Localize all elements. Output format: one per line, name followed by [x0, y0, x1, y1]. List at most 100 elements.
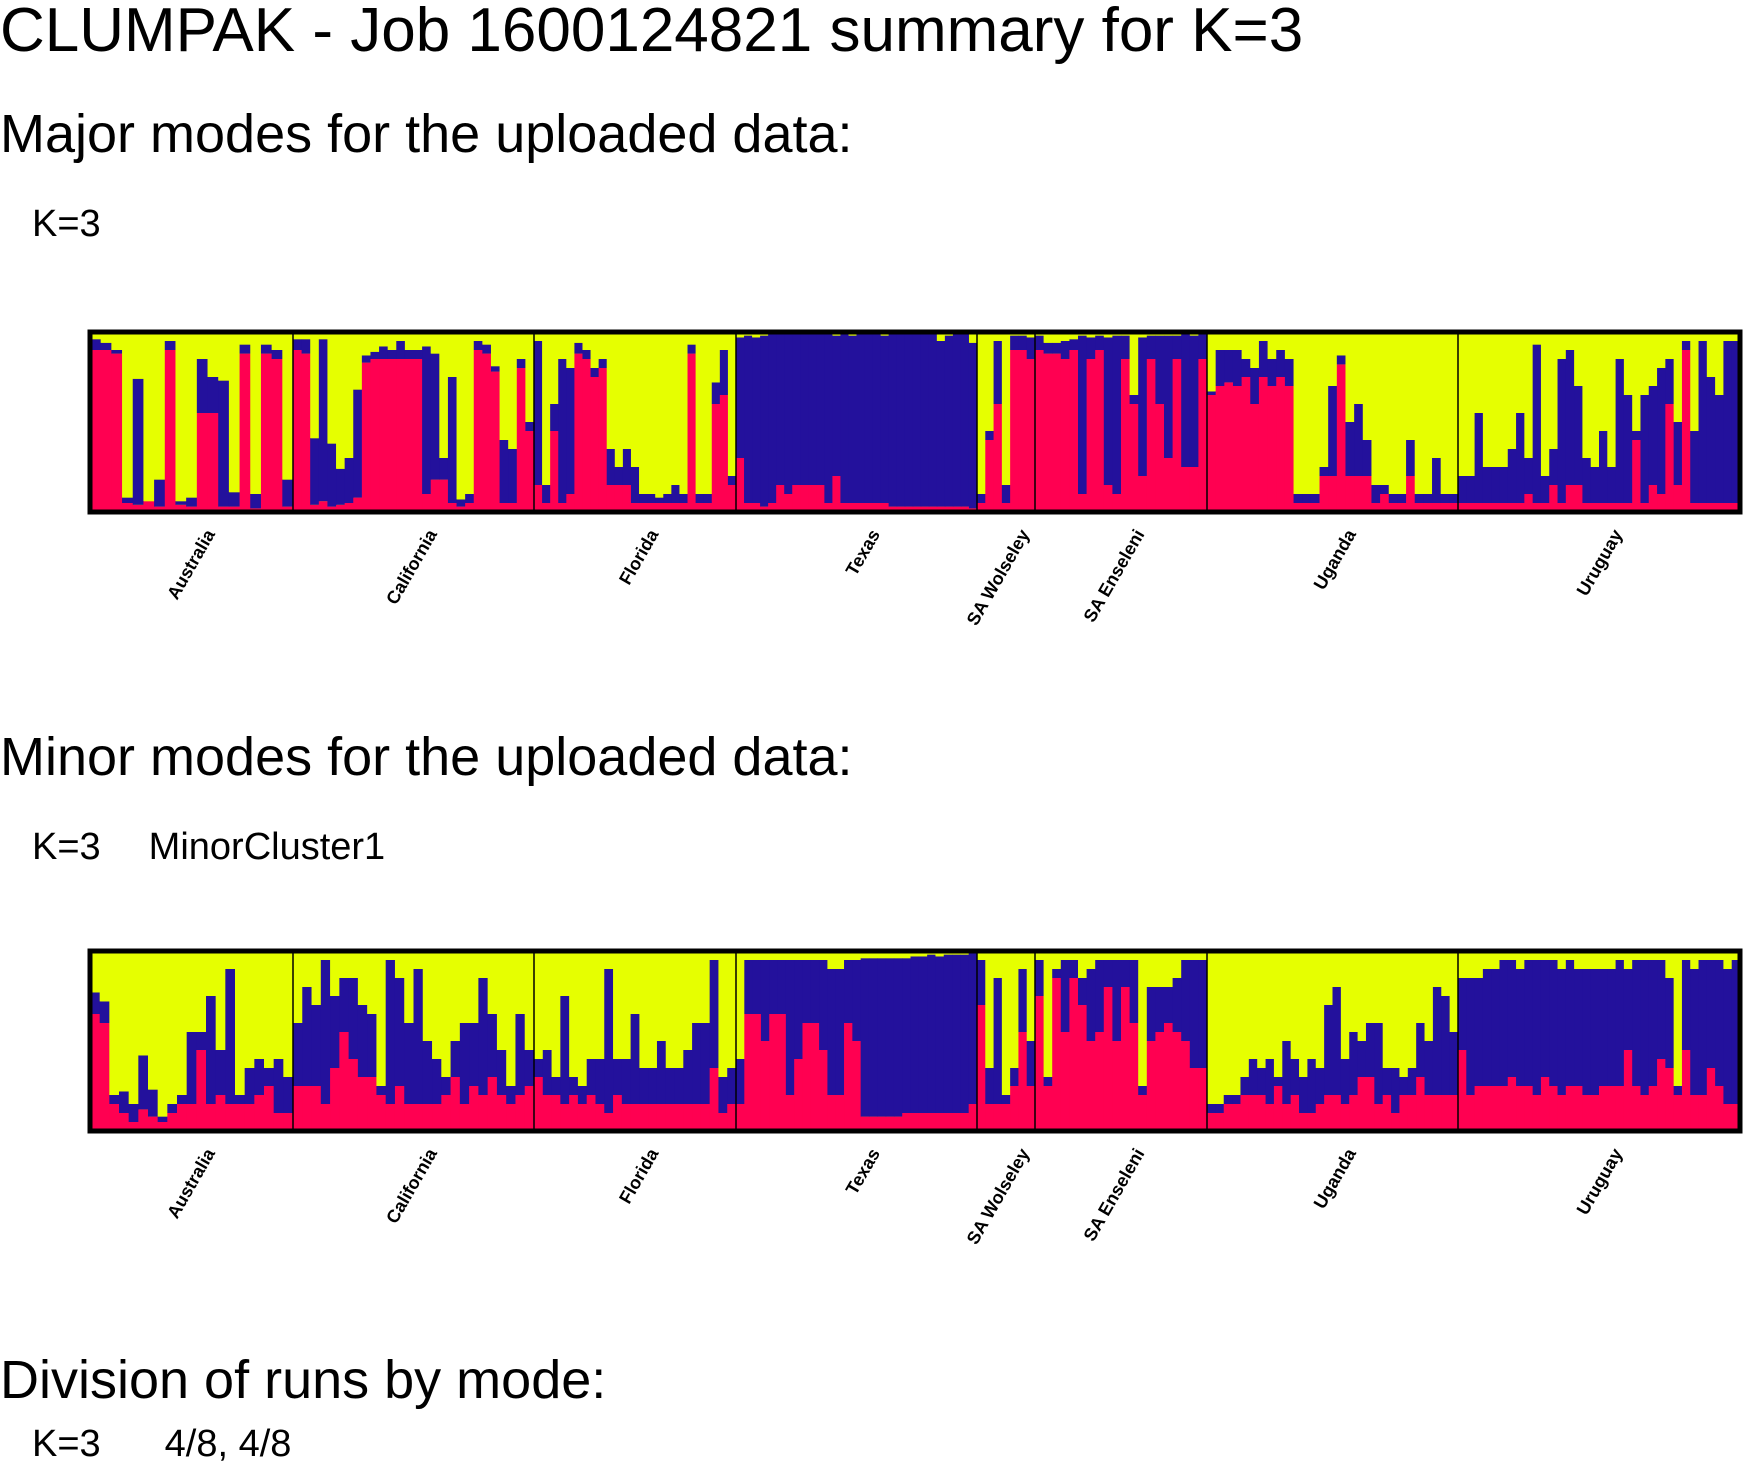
bar-segment-cluster1 [1307, 1113, 1317, 1131]
bar-segment-cluster1 [1615, 503, 1625, 512]
bar-segment-cluster2 [943, 954, 953, 1113]
bar-segment-cluster3 [703, 332, 713, 494]
bar-segment-cluster3 [1474, 951, 1484, 978]
bar-segment-cluster1 [912, 506, 922, 512]
bar-segment-cluster2 [1284, 359, 1295, 386]
bar-segment-cluster3 [370, 332, 380, 352]
bar-segment-cluster1 [228, 506, 241, 512]
bar-segment-cluster1 [396, 359, 406, 512]
bar-segment-cluster2 [614, 467, 624, 485]
bar-segment-cluster2 [1302, 494, 1312, 503]
bar-segment-cluster2 [1129, 960, 1139, 1023]
bar-segment-cluster3 [1432, 332, 1442, 458]
bar-segment-cluster3 [1615, 332, 1625, 359]
bar-segment-cluster2 [385, 960, 396, 1104]
bar-segment-cluster3 [968, 332, 978, 343]
bar-segment-cluster1 [639, 1104, 649, 1131]
bar-segment-cluster3 [465, 332, 475, 494]
bar-segment-cluster2 [1574, 969, 1584, 1086]
bar-segment-cluster1 [794, 1059, 804, 1131]
bar-segment-cluster2 [164, 341, 177, 350]
bar-segment-cluster3 [910, 951, 920, 957]
bar-segment-cluster3 [1349, 951, 1359, 1032]
bar-segment-cluster2 [927, 954, 937, 1113]
bar-segment-cluster2 [1060, 960, 1070, 1032]
bar-segment-cluster3 [1078, 951, 1088, 978]
bar-segment-cluster3 [656, 951, 667, 1041]
bar-segment-cluster3 [302, 951, 313, 987]
bar-segment-cluster1 [336, 504, 346, 512]
bar-segment-cluster2 [1240, 1077, 1250, 1095]
bar-segment-cluster3 [260, 332, 273, 345]
bar-segment-cluster2 [525, 422, 535, 431]
bar-segment-cluster2 [784, 333, 793, 494]
bar-segment-cluster2 [1648, 386, 1658, 485]
bar-segment-cluster1 [679, 503, 689, 512]
bar-segment-cluster2 [1257, 1068, 1267, 1095]
bar-segment-cluster2 [1416, 1023, 1426, 1077]
bar-segment-cluster3 [469, 951, 479, 1023]
bar-segment-cluster3 [348, 951, 359, 978]
bar-segment-cluster3 [700, 951, 711, 1023]
bar-segment-cluster2 [119, 1091, 130, 1113]
bar-segment-cluster3 [1540, 332, 1550, 476]
bar-segment-cluster1 [282, 506, 294, 512]
bar-segment-cluster3 [1673, 951, 1683, 1086]
bar-segment-cluster3 [639, 332, 648, 494]
bar-segment-cluster3 [1069, 332, 1079, 340]
bar-segment-cluster1 [1060, 359, 1070, 512]
bar-segment-cluster1 [613, 1095, 623, 1131]
bar-segment-cluster2 [376, 1086, 387, 1095]
bar-segment-cluster2 [1299, 1077, 1308, 1113]
bar-segment-cluster3 [320, 951, 331, 960]
bar-segment-cluster2 [1365, 1023, 1375, 1077]
bar-segment-cluster1 [506, 1104, 517, 1131]
bar-segment-cluster1 [1282, 1104, 1292, 1131]
bar-segment-cluster1 [1078, 1005, 1088, 1131]
bar-segment-cluster2 [154, 479, 166, 507]
bar-segment-cluster1 [1086, 1041, 1096, 1131]
bar-segment-cluster1 [1698, 503, 1708, 512]
bar-segment-cluster1 [560, 1104, 570, 1131]
bar-segment-cluster2 [1715, 960, 1725, 1086]
bar-segment-cluster2 [1491, 467, 1501, 503]
bar-segment-cluster3 [225, 951, 236, 969]
bar-segment-cluster2 [1328, 386, 1338, 476]
bar-segment-cluster3 [542, 951, 553, 1050]
bar-segment-cluster3 [604, 951, 614, 969]
bar-segment-cluster2 [310, 438, 320, 505]
bar-segment-cluster3 [1690, 951, 1700, 969]
bar-segment-cluster2 [1121, 960, 1131, 987]
bar-segment-cluster1 [283, 1113, 294, 1131]
major-modes-heading: Major modes for the uploaded data: [0, 104, 853, 164]
bar-segment-cluster3 [1354, 332, 1364, 404]
bar-segment-cluster2 [496, 1050, 507, 1095]
bar-segment-cluster2 [794, 960, 804, 1059]
bar-segment-cluster3 [1565, 332, 1575, 350]
bar-segment-cluster1 [534, 485, 543, 512]
bar-segment-cluster2 [1215, 1104, 1225, 1113]
bar-segment-cluster2 [1332, 987, 1342, 1095]
bar-segment-cluster2 [604, 969, 614, 1113]
bar-segment-cluster3 [318, 332, 329, 340]
bar-segment-cluster3 [1640, 332, 1650, 395]
bar-segment-cluster3 [630, 951, 640, 1014]
bar-segment-cluster2 [1215, 350, 1225, 386]
bar-segment-cluster3 [1574, 332, 1584, 386]
bar-segment-cluster1 [1112, 1041, 1122, 1131]
bar-segment-cluster3 [1432, 951, 1442, 987]
bar-segment-cluster1 [1441, 1095, 1451, 1131]
bar-segment-cluster1 [1499, 1086, 1509, 1131]
bar-segment-cluster1 [674, 1104, 684, 1131]
bar-segment-cluster1 [1681, 1050, 1691, 1131]
bar-segment-cluster3 [647, 332, 656, 494]
bar-segment-cluster2 [590, 368, 600, 377]
bar-segment-cluster2 [1189, 335, 1199, 467]
bar-segment-cluster1 [711, 404, 721, 512]
bar-segment-cluster2 [844, 960, 853, 1023]
bar-segment-cluster3 [985, 332, 995, 431]
bar-segment-cluster3 [186, 332, 198, 498]
bar-segment-cluster1 [1607, 1086, 1617, 1131]
bar-segment-cluster1 [1155, 404, 1165, 512]
bar-segment-cluster1 [1648, 485, 1658, 512]
